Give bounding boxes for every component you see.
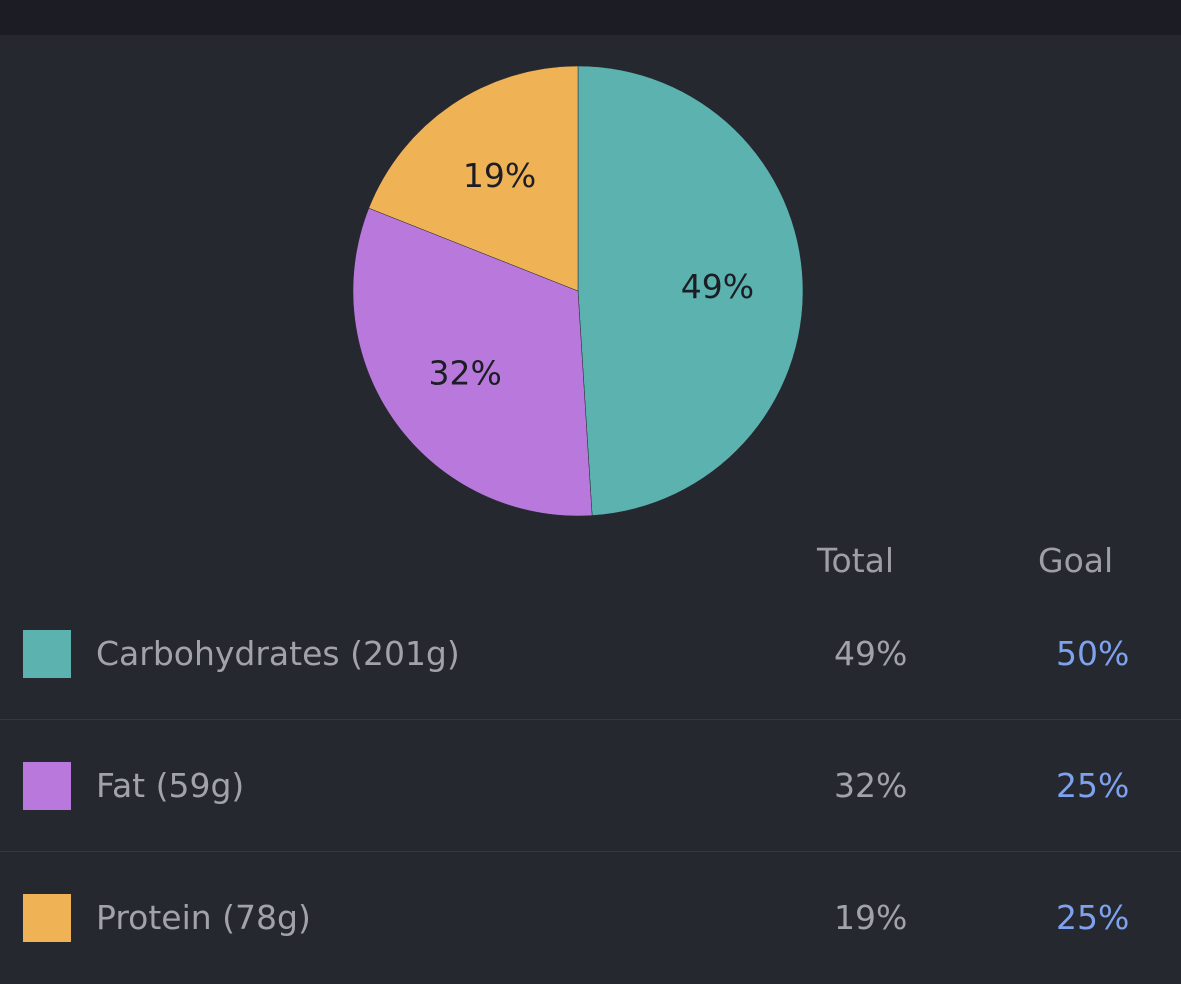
row-goal-value[interactable]: 25% <box>1056 766 1130 805</box>
row-label: Fat (59g) <box>96 766 245 805</box>
goal-column-header: Goal <box>1038 541 1114 580</box>
macro-row-carbohydrates[interactable]: Carbohydrates (201g) 49% 50% <box>0 588 1181 720</box>
protein-color-swatch <box>23 894 71 942</box>
macro-row-protein[interactable]: Protein (78g) 19% 25% <box>0 852 1181 984</box>
total-column-header: Total <box>817 541 895 580</box>
pie-slice-carbohydrates <box>577 65 804 516</box>
carbohydrates-color-swatch <box>23 630 71 678</box>
macro-pie-chart: 49% 32% 19% <box>0 35 1181 535</box>
pie-label-protein: 19% <box>463 156 536 195</box>
row-divider <box>0 851 1181 852</box>
pie-chart-svg: 49% 32% 19% <box>352 65 804 517</box>
row-label: Carbohydrates (201g) <box>96 634 460 673</box>
row-goal-value[interactable]: 50% <box>1056 634 1130 673</box>
row-total-value: 49% <box>834 634 908 673</box>
top-bar <box>0 0 1181 35</box>
row-divider <box>0 719 1181 720</box>
macro-row-fat[interactable]: Fat (59g) 32% 25% <box>0 720 1181 852</box>
row-total-value: 32% <box>834 766 908 805</box>
row-total-value: 19% <box>834 898 908 937</box>
pie-slice-fat <box>352 207 593 517</box>
pie-label-fat: 32% <box>428 353 501 392</box>
row-goal-value[interactable]: 25% <box>1056 898 1130 937</box>
pie-slice-protein <box>368 65 579 292</box>
fat-color-swatch <box>23 762 71 810</box>
row-label: Protein (78g) <box>96 898 311 937</box>
pie-label-carbohydrates: 49% <box>681 267 754 306</box>
